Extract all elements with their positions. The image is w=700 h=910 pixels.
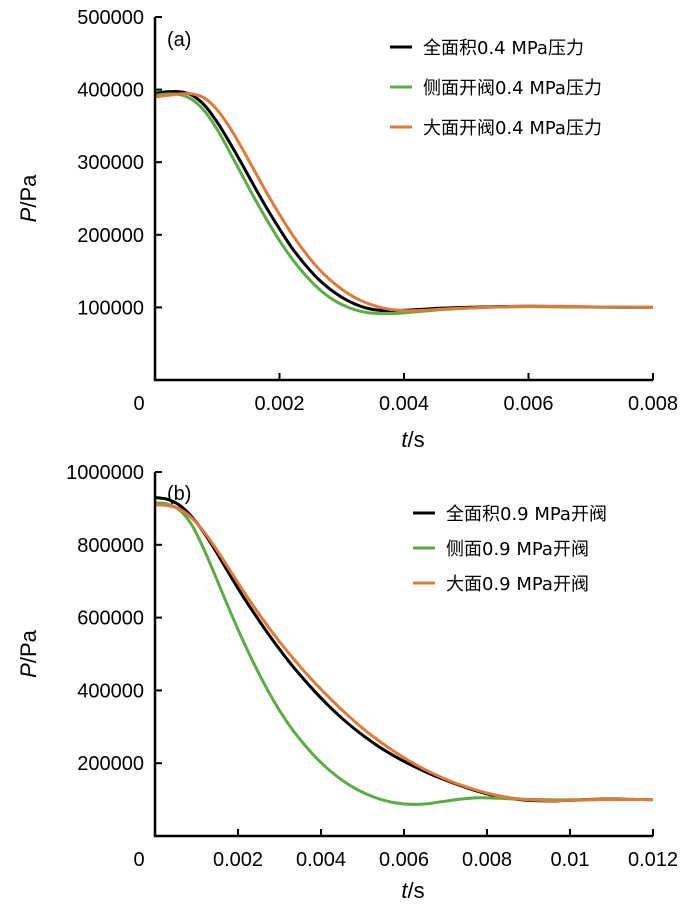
y-axis-label-unit: /Pa xyxy=(16,174,41,208)
panel-label: (b) xyxy=(167,483,191,505)
legend-label-1: 全面积0.4 MPa压力 xyxy=(423,38,584,59)
y-tick-label: 300000 xyxy=(77,152,144,174)
series-line-3 xyxy=(155,503,653,803)
series-line-3 xyxy=(155,92,653,313)
legend-label-2: 侧面0.9 MPa开阀 xyxy=(446,539,589,560)
y-tick-label: 200000 xyxy=(77,225,144,247)
series-group xyxy=(155,89,653,316)
panel-label: (a) xyxy=(167,29,191,51)
x-tick-label: 0.004 xyxy=(296,849,346,871)
x-tick-label: 0.01 xyxy=(551,849,590,871)
y-axis-label: P/Pa xyxy=(16,174,41,222)
x-tick-label: 0 xyxy=(133,393,144,415)
y-axis-label: P/Pa xyxy=(16,629,41,677)
y-tick-label: 200000 xyxy=(77,753,144,775)
x-axis-label-var: t xyxy=(401,878,408,903)
x-axis-label-unit: /s xyxy=(408,427,425,452)
x-axis-label-unit: /s xyxy=(408,878,425,903)
x-tick-label: 0.002 xyxy=(213,849,263,871)
chart-panel-b: 200000 400000 600000 800000 1000000 0 0.002 0.0… xyxy=(16,462,678,903)
x-axis-label-var: t xyxy=(401,427,408,452)
y-tick-label: 800000 xyxy=(77,535,144,557)
y-axis-label-var: P xyxy=(16,663,41,678)
x-tick-label: 0.008 xyxy=(628,393,678,415)
x-axis-label: t/s xyxy=(401,878,424,903)
y-tick-label: 600000 xyxy=(77,608,144,630)
x-tick-label: 0.006 xyxy=(503,393,553,415)
x-tick-label: 0.006 xyxy=(379,849,429,871)
x-tick-label: 0.012 xyxy=(628,849,678,871)
legend-label-2: 侧面开阀0.4 MPa压力 xyxy=(423,78,602,99)
x-axis-label: t/s xyxy=(401,427,424,452)
y-tick-label: 1000000 xyxy=(66,462,144,484)
series-group xyxy=(155,495,653,806)
chart-panel-a: 100000 200000 300000 400000 500000 0 0.002 0.00… xyxy=(16,7,678,452)
y-tick-label: 500000 xyxy=(77,7,144,29)
y-axis-label-var: P xyxy=(16,207,41,222)
legend-label-3: 大面开阀0.4 MPa压力 xyxy=(423,118,602,139)
y-tick-label: 100000 xyxy=(77,297,144,319)
x-tick-label: 0.008 xyxy=(462,849,512,871)
x-tick-label: 0 xyxy=(133,849,144,871)
y-tick-label: 400000 xyxy=(77,680,144,702)
x-tick-label: 0.002 xyxy=(254,393,304,415)
y-tick-label: 400000 xyxy=(77,80,144,102)
y-axis-label-unit: /Pa xyxy=(16,629,41,663)
legend-label-3: 大面0.9 MPa开阀 xyxy=(446,574,589,595)
x-tick-label: 0.004 xyxy=(379,393,429,415)
legend-label-1: 全面积0.9 MPa开阀 xyxy=(446,504,607,525)
